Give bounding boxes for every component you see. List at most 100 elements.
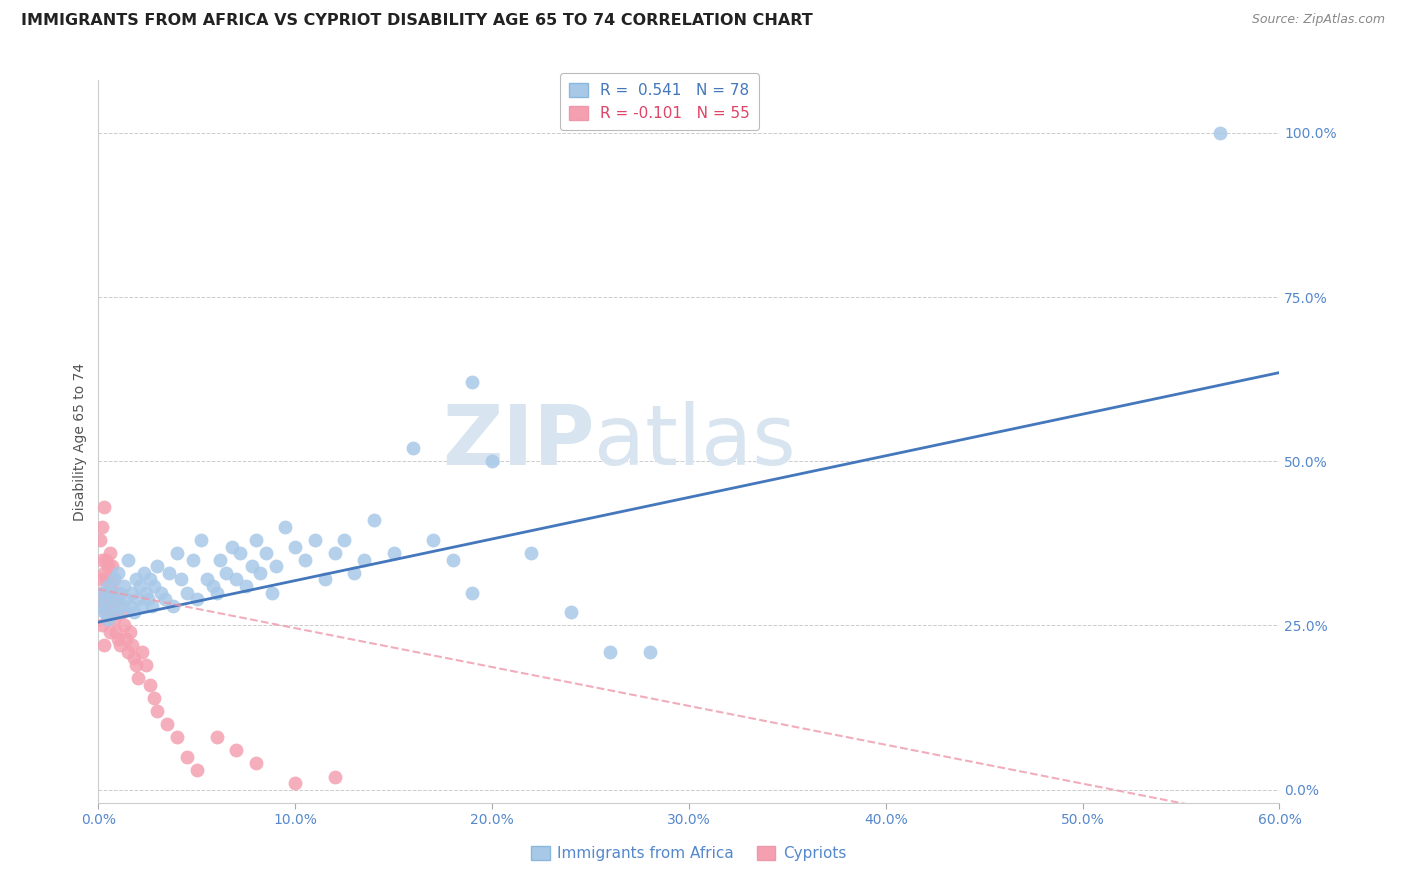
- Point: [181, 553, 204, 567]
- Point: [111, 605, 134, 619]
- Point: [240, 559, 263, 574]
- Point: [170, 573, 193, 587]
- Point: [96, 573, 118, 587]
- Point: [89, 573, 111, 587]
- Point: [245, 756, 267, 771]
- Point: [107, 566, 129, 580]
- Point: [190, 533, 212, 547]
- Point: [520, 546, 543, 560]
- Point: [122, 651, 145, 665]
- Point: [135, 657, 157, 672]
- Point: [93, 638, 115, 652]
- Point: [201, 579, 224, 593]
- Point: [195, 573, 218, 587]
- Point: [274, 520, 297, 534]
- Point: [162, 599, 184, 613]
- Point: [118, 599, 141, 613]
- Point: [284, 540, 307, 554]
- Point: [111, 599, 134, 613]
- Point: [91, 618, 114, 632]
- Point: [229, 546, 252, 560]
- Point: [155, 592, 177, 607]
- Point: [353, 553, 375, 567]
- Point: [122, 605, 145, 619]
- Point: [136, 592, 159, 607]
- Point: [97, 592, 120, 607]
- Point: [91, 585, 114, 599]
- Point: [209, 553, 232, 567]
- Point: [142, 690, 165, 705]
- Point: [97, 559, 120, 574]
- Point: [245, 533, 267, 547]
- Point: [166, 546, 188, 560]
- Point: [142, 579, 165, 593]
- Point: [254, 546, 277, 560]
- Point: [96, 592, 118, 607]
- Point: [117, 553, 139, 567]
- Point: [156, 717, 179, 731]
- Point: [260, 585, 283, 599]
- Point: [294, 553, 316, 567]
- Point: [284, 776, 307, 790]
- Point: [98, 579, 121, 593]
- Point: [98, 585, 121, 599]
- Point: [96, 553, 118, 567]
- Text: atlas: atlas: [595, 401, 796, 482]
- Point: [93, 500, 115, 515]
- Point: [481, 454, 503, 468]
- Point: [176, 749, 198, 764]
- Point: [422, 533, 444, 547]
- Point: [323, 770, 346, 784]
- Point: [121, 638, 143, 652]
- Point: [103, 573, 125, 587]
- Point: [91, 585, 114, 599]
- Point: [382, 546, 405, 560]
- Point: [304, 533, 326, 547]
- Legend: Immigrants from Africa, Cypriots: Immigrants from Africa, Cypriots: [526, 839, 852, 867]
- Point: [363, 513, 385, 527]
- Point: [108, 638, 131, 652]
- Point: [101, 605, 124, 619]
- Point: [127, 671, 149, 685]
- Point: [125, 573, 148, 587]
- Point: [186, 763, 208, 777]
- Point: [638, 645, 661, 659]
- Point: [205, 730, 228, 744]
- Point: [118, 625, 141, 640]
- Point: [141, 599, 163, 613]
- Point: [89, 599, 111, 613]
- Point: [1209, 126, 1232, 140]
- Point: [117, 645, 139, 659]
- Point: [105, 585, 128, 599]
- Point: [343, 566, 366, 580]
- Point: [108, 585, 131, 599]
- Point: [225, 743, 247, 757]
- Point: [131, 645, 153, 659]
- Point: [128, 579, 150, 593]
- Text: ZIP: ZIP: [441, 401, 595, 482]
- Point: [97, 612, 120, 626]
- Point: [205, 585, 228, 599]
- Point: [599, 645, 621, 659]
- Text: IMMIGRANTS FROM AFRICA VS CYPRIOT DISABILITY AGE 65 TO 74 CORRELATION CHART: IMMIGRANTS FROM AFRICA VS CYPRIOT DISABI…: [21, 13, 813, 29]
- Point: [461, 376, 484, 390]
- Point: [314, 573, 336, 587]
- Point: [138, 677, 160, 691]
- Point: [225, 573, 247, 587]
- Point: [135, 585, 157, 599]
- Point: [115, 632, 138, 646]
- Point: [91, 520, 114, 534]
- Point: [138, 573, 160, 587]
- Point: [93, 566, 115, 580]
- Point: [166, 730, 188, 744]
- Point: [125, 657, 148, 672]
- Point: [89, 533, 111, 547]
- Point: [221, 540, 243, 554]
- Point: [121, 585, 143, 599]
- Point: [96, 585, 118, 599]
- Point: [249, 566, 271, 580]
- Point: [96, 605, 118, 619]
- Point: [101, 592, 124, 607]
- Point: [105, 625, 128, 640]
- Point: [186, 592, 208, 607]
